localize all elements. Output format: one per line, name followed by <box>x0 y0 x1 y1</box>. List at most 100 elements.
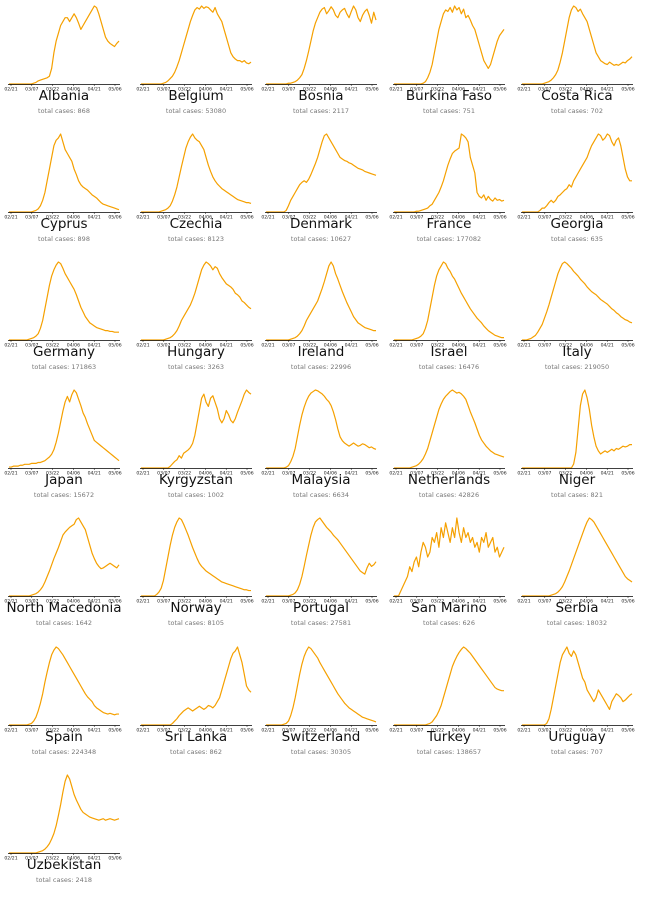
tick-label: 04/21 <box>473 343 486 349</box>
country-title: Denmark <box>289 216 353 232</box>
country-title: Burkina Faso <box>405 88 493 104</box>
tick-label: 04/06 <box>580 343 593 349</box>
country-title: Norway <box>170 600 222 616</box>
tick-label: 04/06 <box>580 471 593 477</box>
tick-label: 03/07 <box>157 87 170 93</box>
chart-panel: 02/21 03/07 03/22 04/06 04/21 05/06 Bosnia tota… <box>261 2 393 130</box>
series-line <box>522 517 633 597</box>
chart-panel: 02/21 03/07 03/22 04/06 04/21 05/06 Cyprus tota… <box>4 130 136 258</box>
line-chart: 02/21 03/07 03/22 04/06 04/21 05/06 <box>517 261 635 349</box>
line-chart: 02/21 03/07 03/22 04/06 04/21 05/06 <box>136 389 254 477</box>
country-title: Spain <box>45 729 83 745</box>
tick-label: 04/06 <box>199 87 212 93</box>
tick-label: 03/07 <box>25 471 38 477</box>
chart-panel: 02/21 03/07 03/22 04/06 04/21 05/06 San Marino… <box>389 514 521 642</box>
chart-panel: 02/21 03/07 03/22 04/06 04/21 05/06 Sri Lanka t… <box>136 643 268 771</box>
line-chart: 02/21 03/07 03/22 04/06 04/21 05/06 <box>4 517 122 605</box>
tick-label: 03/22 <box>559 343 572 349</box>
tick-label: 04/21 <box>601 471 614 477</box>
country-title: Sri Lanka <box>164 729 228 745</box>
line-chart: 02/21 03/07 03/22 04/06 04/21 05/06 <box>261 646 379 734</box>
country-title: Portugal <box>293 600 349 616</box>
total-cases-label: total cases: 2418 <box>35 876 93 884</box>
tick-label: 05/06 <box>108 471 121 477</box>
tick-label: 04/21 <box>88 856 101 862</box>
series-line <box>9 517 120 597</box>
tick-label: 03/07 <box>282 215 295 221</box>
country-title: Kyrgyzstan <box>159 472 233 488</box>
series-line <box>266 5 377 85</box>
tick-label: 04/21 <box>601 87 614 93</box>
tick-label: 04/06 <box>67 471 80 477</box>
chart-panel: 02/21 03/07 03/22 04/06 04/21 05/06 Czechia tot… <box>136 130 268 258</box>
tick-label: 03/22 <box>46 856 59 862</box>
line-chart: 02/21 03/07 03/22 04/06 04/21 05/06 <box>389 133 507 221</box>
chart-panel: 02/21 03/07 03/22 04/06 04/21 05/06 Germany tot… <box>4 258 136 386</box>
chart-panel: 02/21 03/07 03/22 04/06 04/21 05/06 Hungary tot… <box>136 258 268 386</box>
total-cases-label: total cases: 219050 <box>544 363 610 371</box>
chart-panel: 02/21 03/07 03/22 04/06 04/21 05/06 Norway tota… <box>136 514 268 642</box>
tick-label: 02/21 <box>517 599 530 605</box>
tick-label: 02/21 <box>389 343 402 349</box>
tick-label: 03/07 <box>538 599 551 605</box>
tick-label: 05/06 <box>365 599 378 605</box>
tick-label: 02/21 <box>517 728 530 734</box>
tick-label: 04/06 <box>67 215 80 221</box>
total-cases-label: total cases: 821 <box>551 491 603 499</box>
country-title: Czechia <box>169 216 223 232</box>
tick-label: 05/06 <box>365 343 378 349</box>
chart-panel: 02/21 03/07 03/22 04/06 04/21 05/06 Belgium tot… <box>136 2 268 130</box>
tick-label: 05/06 <box>365 215 378 221</box>
tick-label: 03/07 <box>282 87 295 93</box>
series-line <box>9 5 120 85</box>
tick-label: 05/06 <box>621 87 634 93</box>
tick-label: 03/07 <box>410 728 423 734</box>
tick-label: 02/21 <box>136 471 149 477</box>
tick-label: 04/21 <box>473 87 486 93</box>
tick-label: 03/07 <box>282 471 295 477</box>
total-cases-label: total cases: 15672 <box>33 491 95 499</box>
country-title: Bosnia <box>298 88 344 104</box>
chart-panel: 02/21 03/07 03/22 04/06 04/21 05/06 Malaysia to… <box>261 386 393 514</box>
line-chart: 02/21 03/07 03/22 04/06 04/21 05/06 <box>4 389 122 477</box>
series-line <box>394 133 505 213</box>
tick-label: 02/21 <box>517 471 530 477</box>
tick-label: 04/21 <box>345 599 358 605</box>
chart-panel: 02/21 03/07 03/22 04/06 04/21 05/06 Costa Rica… <box>517 2 649 130</box>
tick-label: 02/21 <box>136 215 149 221</box>
series-line <box>394 261 504 341</box>
chart-panel: 02/21 03/07 03/22 04/06 04/21 05/06 Serbia tota… <box>517 514 649 642</box>
chart-panel: 02/21 03/07 03/22 04/06 04/21 05/06 Italy total… <box>517 258 649 386</box>
line-chart: 02/21 03/07 03/22 04/06 04/21 05/06 <box>4 5 122 93</box>
line-chart: 02/21 03/07 03/22 04/06 04/21 05/06 <box>136 5 254 93</box>
country-title: Israel <box>430 344 468 360</box>
tick-label: 03/22 <box>431 599 444 605</box>
line-chart: 02/21 03/07 03/22 04/06 04/21 05/06 <box>389 517 507 605</box>
tick-label: 05/06 <box>240 215 253 221</box>
series-line <box>141 389 252 469</box>
total-cases-label: total cases: 27581 <box>290 619 352 627</box>
series-line <box>522 261 633 341</box>
tick-label: 03/22 <box>303 343 316 349</box>
line-chart: 02/21 03/07 03/22 04/06 04/21 05/06 <box>517 389 635 477</box>
tick-label: 04/21 <box>220 343 233 349</box>
tick-label: 03/22 <box>431 728 444 734</box>
tick-label: 03/22 <box>178 87 191 93</box>
tick-label: 04/06 <box>199 599 212 605</box>
tick-label: 03/07 <box>282 343 295 349</box>
chart-panel: 02/21 03/07 03/22 04/06 04/21 05/06 Switzerlan… <box>261 643 393 771</box>
tick-label: 05/06 <box>240 87 253 93</box>
tick-label: 03/22 <box>559 215 572 221</box>
tick-label: 04/21 <box>88 599 101 605</box>
tick-label: 02/21 <box>136 728 149 734</box>
total-cases-label: total cases: 8105 <box>167 619 225 627</box>
tick-label: 03/22 <box>303 728 316 734</box>
series-line <box>394 5 505 85</box>
series-line <box>141 646 252 726</box>
chart-panel: 02/21 03/07 03/22 04/06 04/21 05/06 Niger total… <box>517 386 649 514</box>
tick-label: 03/07 <box>25 215 38 221</box>
chart-panel: 02/21 03/07 03/22 04/06 04/21 05/06 Uzbekistan… <box>4 771 136 899</box>
tick-label: 02/21 <box>4 728 17 734</box>
total-cases-label: total cases: 868 <box>38 107 90 115</box>
